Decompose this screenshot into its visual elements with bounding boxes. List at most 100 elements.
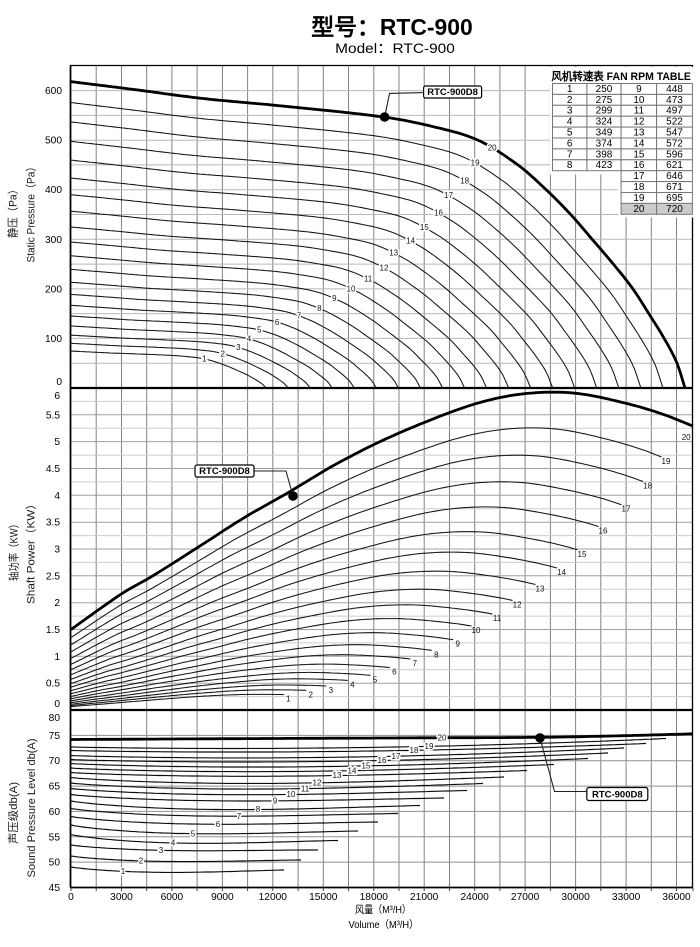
svg-text:9: 9	[455, 640, 460, 649]
svg-text:13: 13	[633, 128, 645, 139]
svg-text:14: 14	[633, 138, 645, 149]
svg-text:14: 14	[406, 237, 415, 246]
svg-text:27000: 27000	[511, 892, 540, 903]
svg-text:75: 75	[49, 731, 61, 742]
svg-text:646: 646	[666, 171, 683, 182]
svg-text:3: 3	[236, 343, 241, 352]
svg-text:4: 4	[171, 839, 176, 848]
svg-text:9: 9	[273, 797, 278, 806]
svg-text:6000: 6000	[161, 892, 184, 903]
svg-text:声压级db(A): 声压级db(A)	[6, 782, 20, 844]
svg-text:13: 13	[389, 249, 398, 258]
svg-text:7: 7	[297, 312, 302, 321]
svg-text:12000: 12000	[259, 892, 288, 903]
svg-text:522: 522	[666, 117, 683, 128]
svg-text:风机转速表 FAN RPM TABLE: 风机转速表 FAN RPM TABLE	[551, 69, 691, 83]
svg-text:15: 15	[633, 149, 645, 160]
svg-text:12: 12	[513, 600, 522, 609]
svg-text:19: 19	[471, 159, 480, 168]
svg-text:621: 621	[666, 160, 683, 171]
svg-text:3: 3	[567, 106, 573, 117]
svg-text:6: 6	[567, 138, 573, 149]
svg-text:3: 3	[329, 686, 334, 695]
svg-text:6: 6	[54, 391, 60, 402]
svg-text:9: 9	[332, 294, 337, 303]
svg-text:324: 324	[596, 117, 613, 128]
svg-text:13: 13	[333, 771, 342, 780]
svg-text:16: 16	[599, 527, 608, 536]
svg-text:448: 448	[666, 84, 683, 95]
svg-text:Shaft Power（KW）: Shaft Power（KW）	[24, 498, 37, 604]
svg-text:3: 3	[159, 846, 164, 855]
svg-text:18: 18	[410, 746, 419, 755]
svg-text:2: 2	[567, 95, 573, 106]
svg-text:4: 4	[350, 680, 355, 689]
svg-text:0: 0	[68, 892, 74, 903]
svg-text:70: 70	[49, 756, 61, 767]
svg-text:695: 695	[666, 193, 683, 204]
svg-text:静压（Pa）: 静压（Pa）	[5, 184, 19, 238]
svg-text:15: 15	[420, 223, 429, 232]
svg-text:200: 200	[45, 284, 62, 295]
svg-text:473: 473	[666, 95, 683, 106]
svg-text:8: 8	[317, 304, 322, 313]
svg-text:17: 17	[392, 752, 401, 761]
svg-text:2: 2	[220, 349, 225, 358]
svg-text:20: 20	[682, 433, 691, 442]
svg-text:5: 5	[257, 326, 262, 335]
svg-text:RTC-900D8: RTC-900D8	[199, 466, 250, 477]
svg-text:1: 1	[286, 695, 291, 704]
svg-text:11: 11	[301, 784, 310, 793]
svg-text:2: 2	[54, 598, 60, 609]
svg-text:17: 17	[633, 171, 645, 182]
svg-text:250: 250	[596, 84, 613, 95]
svg-text:15000: 15000	[309, 892, 338, 903]
svg-text:Static Pressure（Pa）: Static Pressure（Pa）	[24, 162, 37, 263]
svg-text:17: 17	[622, 505, 631, 514]
svg-text:671: 671	[666, 182, 683, 193]
svg-text:1: 1	[54, 652, 60, 663]
svg-text:8: 8	[256, 805, 261, 814]
svg-text:50: 50	[49, 858, 61, 869]
svg-text:5: 5	[373, 675, 378, 684]
svg-text:275: 275	[596, 95, 613, 106]
svg-text:1: 1	[202, 355, 207, 364]
svg-text:600: 600	[45, 86, 62, 97]
svg-text:6: 6	[216, 820, 221, 829]
svg-text:18: 18	[633, 182, 645, 193]
svg-text:5: 5	[191, 829, 196, 838]
svg-text:33000: 33000	[612, 892, 641, 903]
svg-text:100: 100	[45, 334, 62, 345]
svg-text:497: 497	[666, 106, 683, 117]
svg-text:12: 12	[313, 779, 322, 788]
svg-text:36000: 36000	[662, 892, 691, 903]
svg-text:7: 7	[237, 812, 242, 821]
svg-text:7: 7	[413, 659, 418, 668]
svg-text:1: 1	[121, 867, 126, 876]
svg-text:8: 8	[434, 650, 439, 659]
svg-text:60: 60	[49, 807, 61, 818]
svg-text:14: 14	[557, 568, 566, 577]
svg-text:10: 10	[347, 284, 356, 293]
svg-text:596: 596	[666, 149, 683, 160]
svg-text:5: 5	[567, 128, 573, 139]
svg-text:80: 80	[49, 713, 61, 724]
svg-text:20: 20	[633, 204, 645, 215]
svg-text:3000: 3000	[110, 892, 133, 903]
svg-text:1.5: 1.5	[46, 625, 60, 636]
svg-text:19: 19	[633, 193, 645, 204]
svg-text:RTC-900D8: RTC-900D8	[592, 790, 643, 801]
svg-text:7: 7	[567, 149, 573, 160]
svg-text:0.5: 0.5	[46, 679, 60, 690]
svg-text:20: 20	[488, 143, 497, 152]
svg-text:9: 9	[636, 84, 642, 95]
svg-text:11: 11	[493, 614, 502, 623]
svg-text:300: 300	[45, 235, 62, 246]
svg-text:1: 1	[567, 84, 573, 95]
svg-text:18000: 18000	[360, 892, 389, 903]
svg-text:14: 14	[348, 766, 357, 775]
svg-text:374: 374	[596, 138, 613, 149]
svg-text:12: 12	[633, 117, 645, 128]
svg-text:500: 500	[45, 136, 62, 147]
svg-text:2.5: 2.5	[46, 571, 60, 582]
